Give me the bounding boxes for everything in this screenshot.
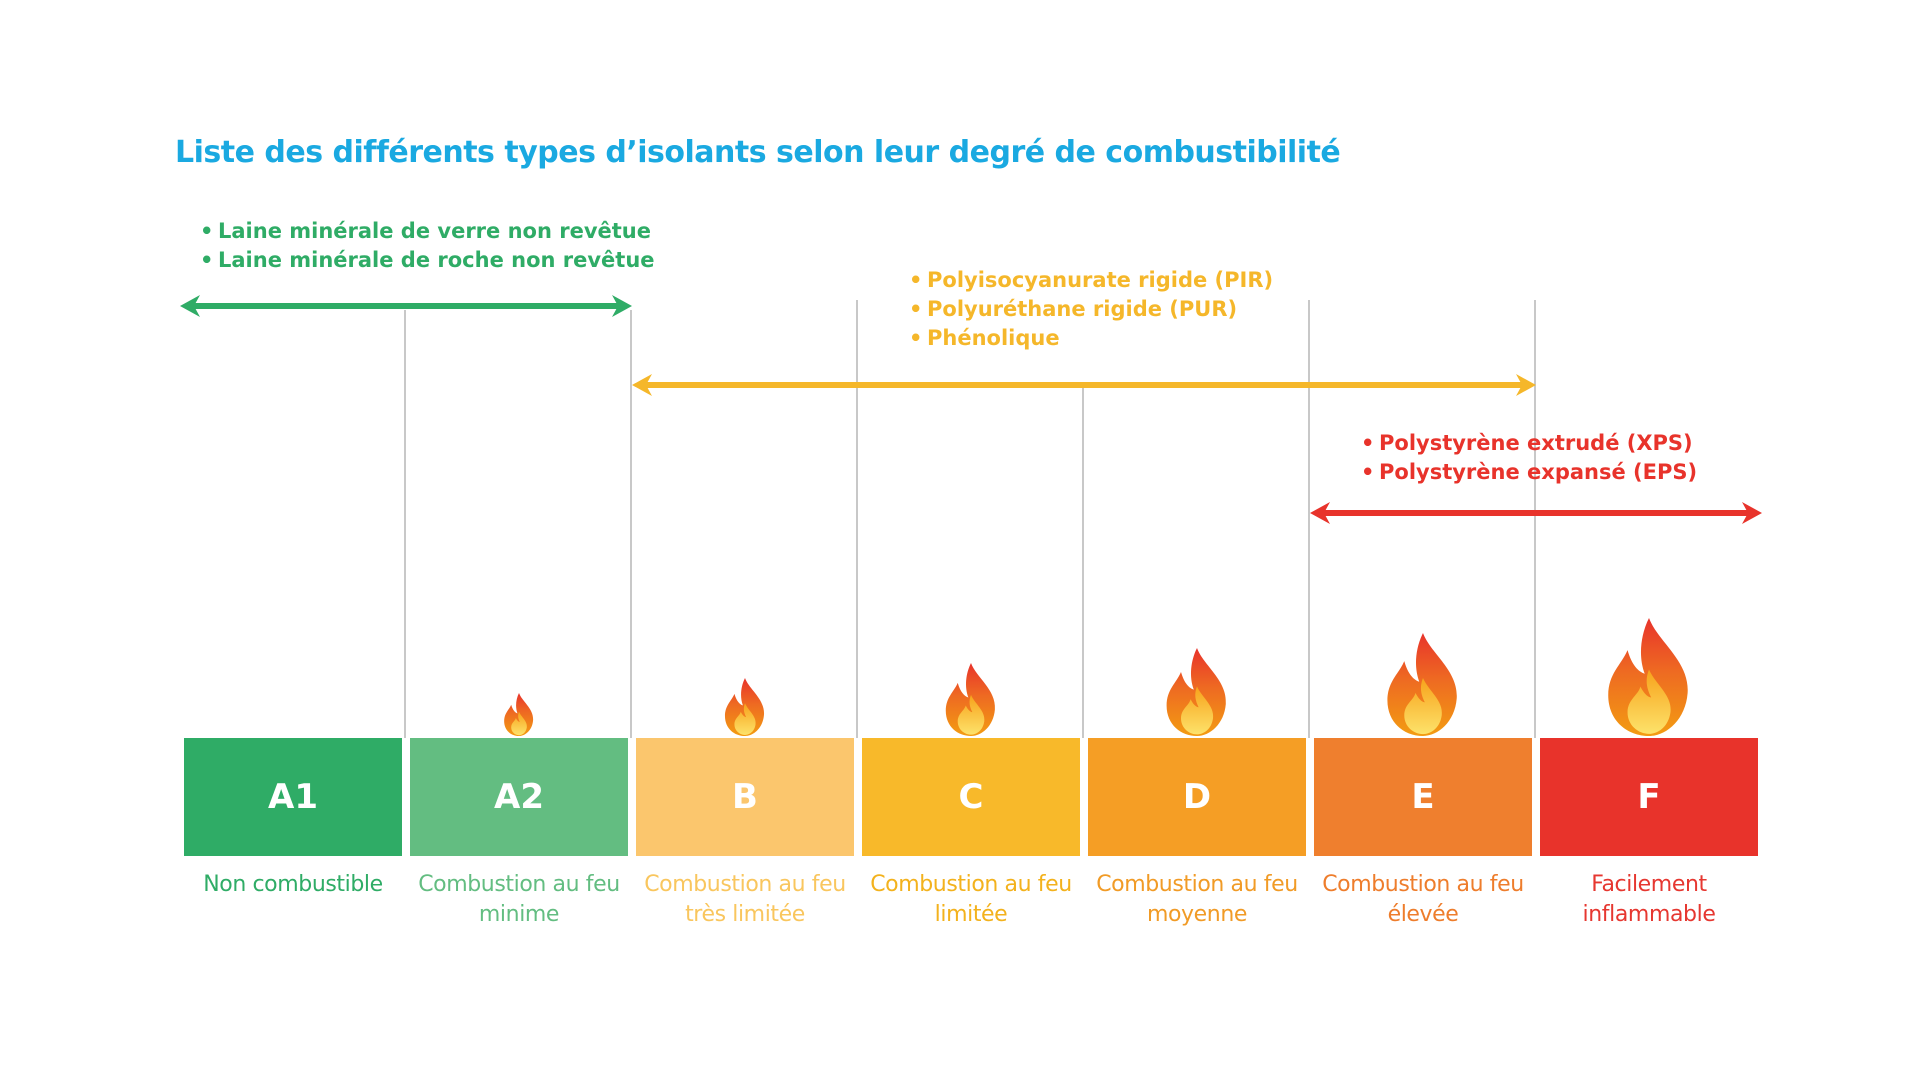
class-description-a1: Non combustible	[203, 872, 383, 897]
yellow-group-list: Polyisocyanurate rigide (PIR) Polyurétha…	[907, 266, 1273, 353]
class-description-f: Facilement inflammable	[1582, 872, 1716, 927]
green-group-list: Laine minérale de verre non revêtue Lain…	[198, 217, 655, 275]
class-box-e: E	[1314, 738, 1532, 856]
green-group-item: Laine minérale de roche non revêtue	[198, 246, 655, 275]
class-box-d: D	[1088, 738, 1306, 856]
yellow-group-item: Polyuréthane rigide (PUR)	[907, 295, 1273, 324]
green-group-item: Laine minérale de verre non revêtue	[198, 217, 655, 246]
flame-icon	[1608, 618, 1688, 736]
yellow-group-item: Phénolique	[907, 324, 1273, 353]
column-dividers	[404, 300, 1536, 738]
class-box-a2: A2	[410, 738, 628, 856]
arrowhead-right	[612, 295, 632, 317]
class-box-f: F	[1540, 738, 1758, 856]
yellow-group-item: Polyisocyanurate rigide (PIR)	[907, 266, 1273, 295]
range-arrows	[180, 295, 1762, 524]
class-description-b: Combustion au feu très limitée	[644, 872, 846, 927]
flame-icon	[1166, 648, 1226, 736]
class-box-b: B	[636, 738, 854, 856]
class-description-a2: Combustion au feu minime	[418, 872, 620, 927]
yellow-range-arrow	[632, 374, 1536, 396]
page-title: Liste des différents types d’isolants se…	[175, 135, 1341, 170]
flame-icon	[724, 678, 765, 736]
flame-icon	[504, 693, 534, 736]
flame-icons	[504, 618, 1688, 736]
arrowhead-left	[1310, 502, 1330, 524]
arrowhead-right	[1516, 374, 1536, 396]
arrowhead-left	[180, 295, 200, 317]
class-description-e: Combustion au feu élevée	[1322, 872, 1524, 927]
class-description-d: Combustion au feu moyenne	[1096, 872, 1298, 927]
flame-icon	[1387, 633, 1457, 736]
class-box-a1: A1	[184, 738, 402, 856]
green-range-arrow	[180, 295, 632, 317]
flame-icon	[945, 663, 995, 736]
arrowhead-right	[1742, 502, 1762, 524]
arrowhead-left	[632, 374, 652, 396]
red-group-item: Polystyrène extrudé (XPS)	[1359, 429, 1697, 458]
red-range-arrow	[1310, 502, 1762, 524]
class-description-c: Combustion au feu limitée	[870, 872, 1072, 927]
red-group-item: Polystyrène expansé (EPS)	[1359, 458, 1697, 487]
red-group-list: Polystyrène extrudé (XPS) Polystyrène ex…	[1359, 429, 1697, 487]
class-box-c: C	[862, 738, 1080, 856]
